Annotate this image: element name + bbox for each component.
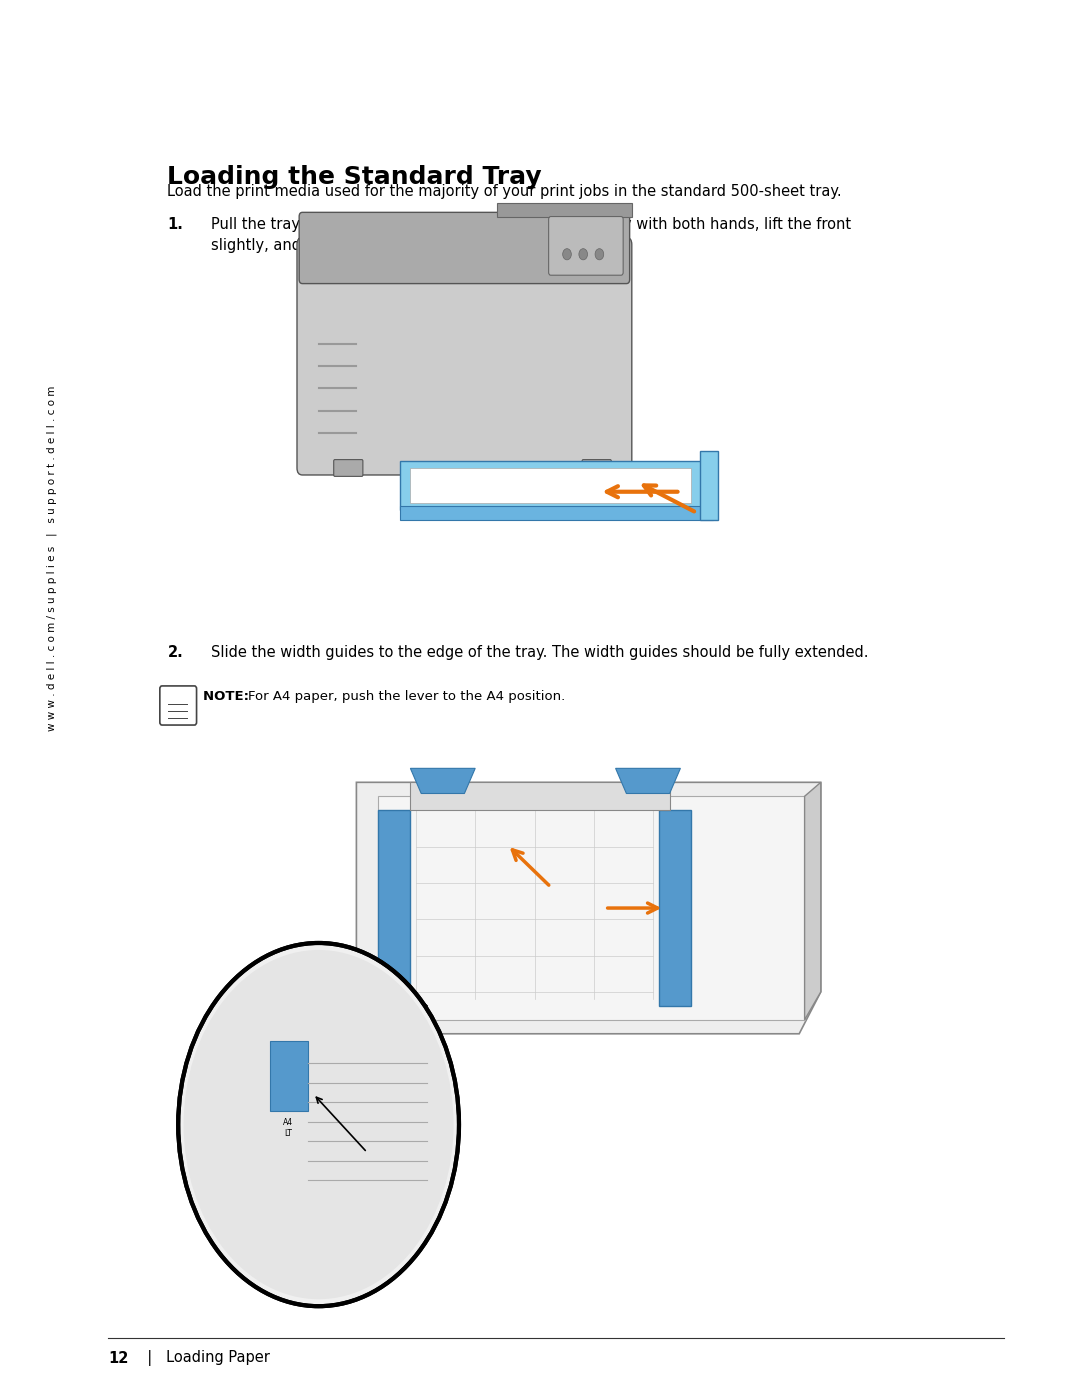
Circle shape <box>563 249 571 260</box>
Polygon shape <box>700 451 718 520</box>
FancyBboxPatch shape <box>582 460 611 476</box>
Text: 1.: 1. <box>167 217 184 232</box>
Circle shape <box>595 249 604 260</box>
Polygon shape <box>378 810 410 1006</box>
Circle shape <box>184 950 454 1299</box>
Text: Loading the Standard Tray: Loading the Standard Tray <box>167 165 542 189</box>
Polygon shape <box>378 796 805 1020</box>
Text: Load the print media used for the majority of your print jobs in the standard 50: Load the print media used for the majori… <box>167 184 842 200</box>
Polygon shape <box>400 506 713 520</box>
Polygon shape <box>356 782 821 1034</box>
Polygon shape <box>659 810 691 1006</box>
Polygon shape <box>308 426 621 461</box>
Text: 12: 12 <box>108 1351 129 1366</box>
Text: |   Loading Paper: | Loading Paper <box>138 1351 270 1366</box>
Text: Slide the width guides to the edge of the tray. The width guides should be fully: Slide the width guides to the edge of th… <box>211 645 868 661</box>
Polygon shape <box>410 468 691 503</box>
Text: Pull the tray out of the printer until it stops. Hold the tray with both hands, : Pull the tray out of the printer until i… <box>211 217 851 253</box>
Text: For A4 paper, push the lever to the A4 position.: For A4 paper, push the lever to the A4 p… <box>248 690 566 703</box>
Text: w w w . d e l l . c o m / s u p p l i e s   |   s u p p o r t . d e l l . c o m: w w w . d e l l . c o m / s u p p l i e … <box>46 386 57 732</box>
Polygon shape <box>805 782 821 1020</box>
Polygon shape <box>410 768 475 793</box>
Polygon shape <box>270 1041 308 1111</box>
FancyBboxPatch shape <box>299 212 630 284</box>
Polygon shape <box>410 782 670 810</box>
Polygon shape <box>616 768 680 793</box>
Text: A4
LT: A4 LT <box>283 1118 294 1137</box>
Polygon shape <box>497 203 632 217</box>
Circle shape <box>579 249 588 260</box>
Circle shape <box>178 943 459 1306</box>
Text: 2.: 2. <box>167 645 184 661</box>
FancyBboxPatch shape <box>297 237 632 475</box>
FancyBboxPatch shape <box>549 217 623 275</box>
FancyBboxPatch shape <box>334 460 363 476</box>
Text: NOTE:: NOTE: <box>203 690 254 703</box>
FancyBboxPatch shape <box>160 686 197 725</box>
Polygon shape <box>400 461 713 510</box>
